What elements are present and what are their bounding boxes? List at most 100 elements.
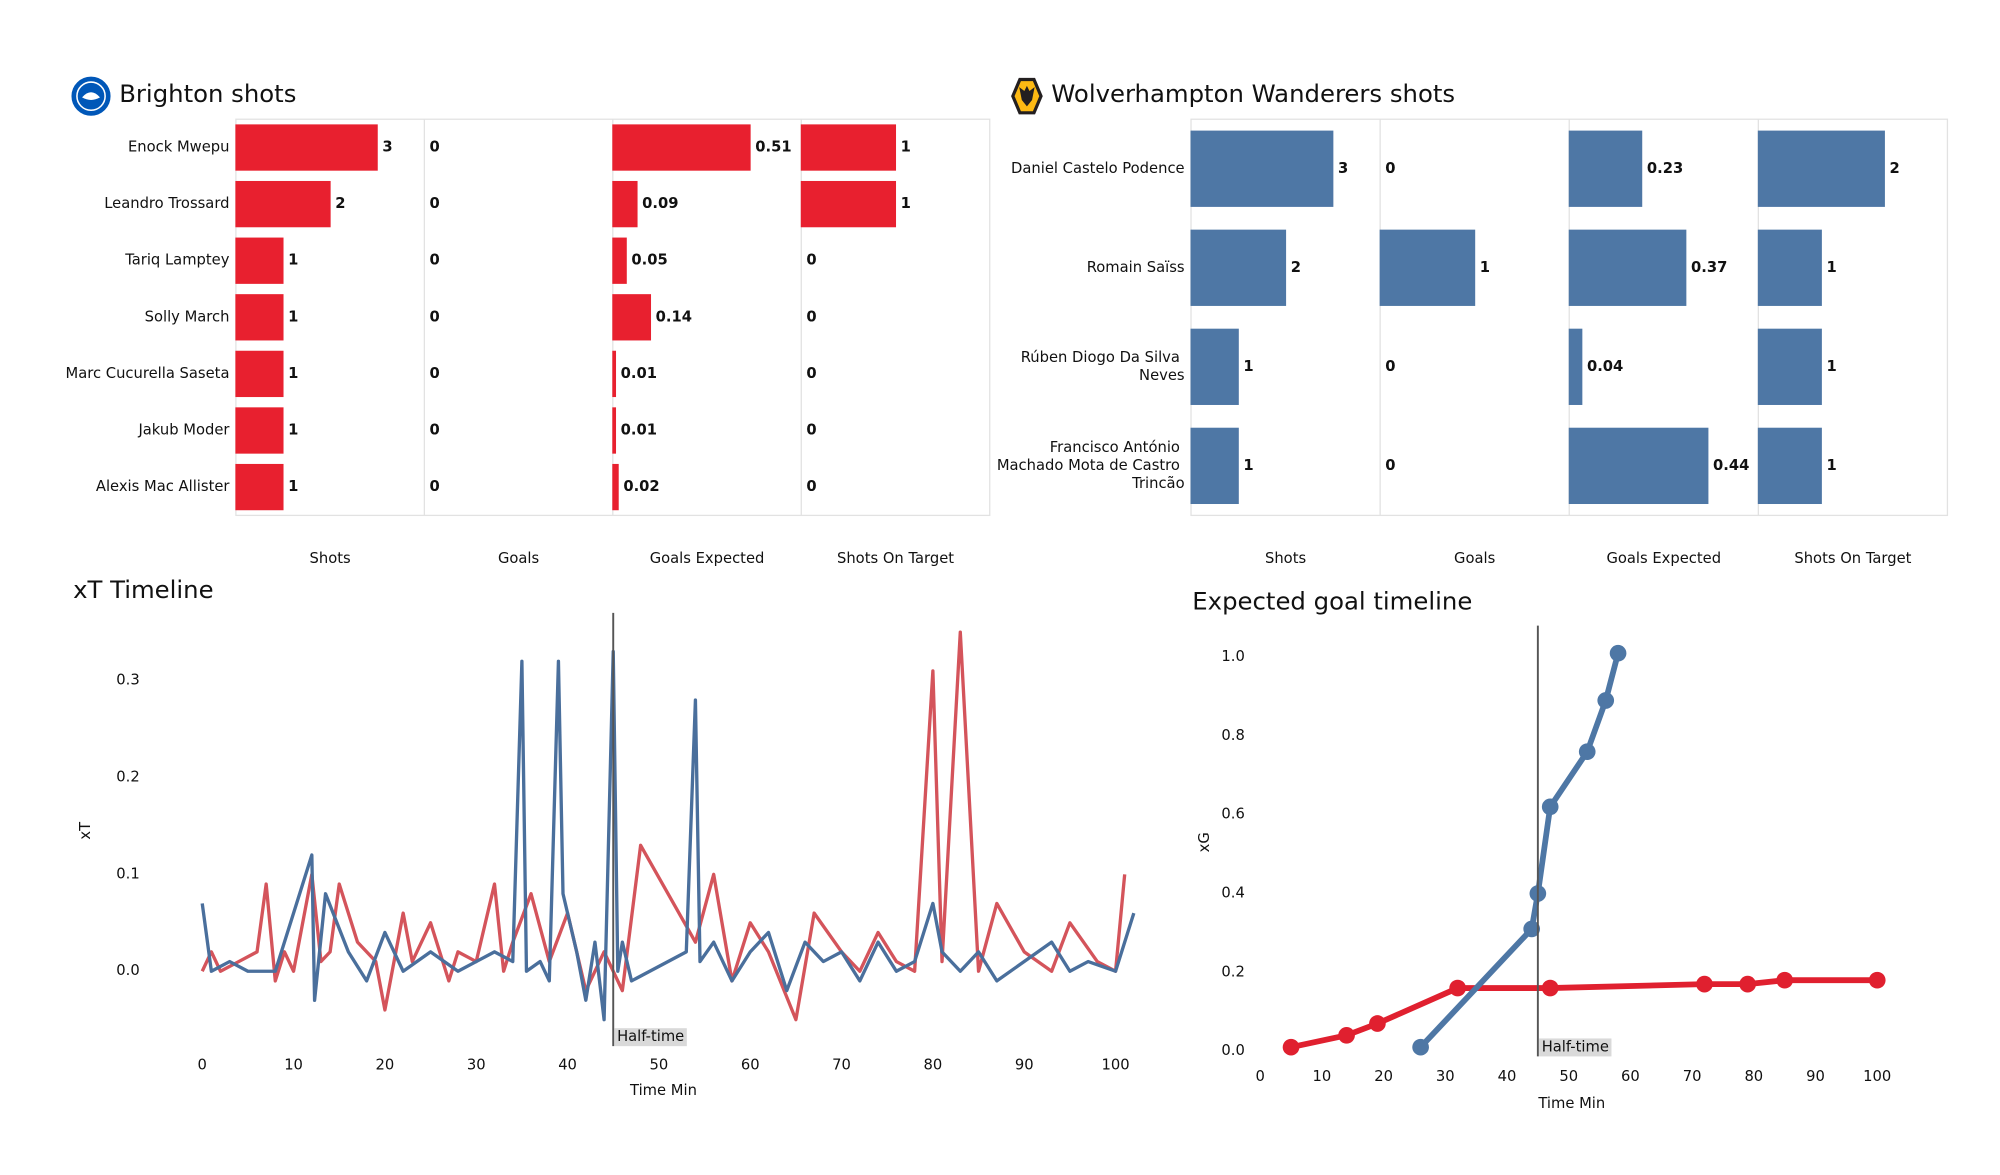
y-axis-label: xT	[77, 821, 94, 840]
player-name: Leandro Trossard	[104, 195, 229, 212]
bar	[1757, 229, 1822, 306]
series-line	[1290, 977, 1878, 1050]
wolves-logo	[1011, 77, 1043, 115]
player-name: Jakub Moder	[137, 421, 230, 438]
bar	[612, 180, 638, 228]
x-tick-label: 50	[1559, 1068, 1578, 1085]
name-line: Francisco António	[1050, 439, 1185, 456]
y-tick-label: 0.4	[1221, 885, 1244, 902]
series-marker	[1776, 971, 1794, 989]
y-tick-label: 0.8	[1221, 727, 1244, 744]
bar-value-label: 0.04	[1587, 358, 1623, 375]
bar-value-label: 0.44	[1713, 457, 1749, 474]
bar	[1757, 328, 1822, 405]
bar	[1190, 427, 1239, 505]
bar-value-label: 1	[1243, 457, 1253, 474]
bar	[1568, 328, 1583, 405]
bar-value-label: 2	[1291, 259, 1301, 276]
series-marker	[1449, 979, 1466, 997]
bar-value-label: 0.02	[623, 478, 659, 495]
bar	[1568, 229, 1687, 306]
x-tick-label: 50	[650, 1056, 669, 1073]
y-tick-label: 0.6	[1221, 806, 1244, 823]
x-tick-label: 20	[1374, 1068, 1393, 1085]
player-name: Solly March	[145, 308, 230, 325]
series-marker	[1696, 975, 1713, 993]
bar-value-label: 0	[429, 139, 439, 156]
bar-value-label: 0	[429, 195, 439, 212]
x-tick-label: 30	[1436, 1068, 1455, 1085]
bar-value-label: 3	[1338, 160, 1348, 177]
x-tick-label: 30	[467, 1056, 486, 1073]
bar-value-label: 0.37	[1691, 259, 1727, 276]
series-marker	[1578, 743, 1596, 761]
x-tick-label: 90	[1806, 1068, 1825, 1085]
bar	[235, 350, 284, 398]
x-tick-label: 10	[284, 1056, 303, 1073]
bar-value-label: 1	[288, 365, 298, 382]
bar-value-label: 0	[806, 365, 816, 382]
column-label: Shots On Target	[1794, 550, 1911, 567]
x-tick-label: 0	[1255, 1068, 1264, 1085]
bar-value-label: 0	[429, 308, 439, 325]
series-marker	[1369, 1015, 1386, 1032]
player-name: Francisco António Machado Mota de Castro…	[997, 439, 1185, 492]
x-tick-label: 40	[1498, 1068, 1517, 1085]
y-tick-label: 0.0	[1221, 1042, 1244, 1059]
y-axis-label: xG	[1196, 832, 1213, 852]
bar	[235, 237, 284, 284]
series-marker	[1541, 979, 1559, 997]
bar-value-label: 1	[1826, 259, 1836, 276]
x-tick-label: 100	[1863, 1068, 1891, 1085]
player-name: Romain Saïss	[1087, 259, 1185, 276]
bar-value-label: 1	[1826, 358, 1836, 375]
x-tick-label: 0	[198, 1056, 207, 1073]
series-marker	[1609, 644, 1627, 662]
chart-title: Wolverhampton Wanderers shots	[1051, 79, 1455, 108]
bar	[800, 180, 897, 228]
player-name: Rúben Diogo Da Silva Neves	[1021, 349, 1185, 384]
bar-value-label: 0.01	[621, 421, 657, 438]
column-label: Shots	[310, 550, 351, 567]
bar-value-label: 0.51	[755, 139, 791, 156]
bar	[612, 350, 617, 398]
x-tick-label: 100	[1101, 1056, 1129, 1073]
bar	[612, 294, 652, 341]
column-label: Goals Expected	[1606, 550, 1721, 567]
annotation-label: Half-time	[617, 1028, 684, 1045]
bar-value-label: 0	[806, 421, 816, 438]
column-label: Goals Expected	[650, 550, 765, 567]
series-marker	[1338, 1027, 1355, 1044]
x-tick-label: 20	[376, 1056, 395, 1073]
bar-value-label: 1	[1243, 358, 1253, 375]
bar-value-label: 2	[1890, 160, 1900, 177]
bar-value-label: 0	[429, 252, 439, 269]
y-tick-label: 0.0	[116, 962, 139, 979]
name-line: Trincão	[1131, 475, 1184, 492]
series-marker	[1541, 798, 1559, 816]
name-line: Machado Mota de Castro	[997, 457, 1185, 474]
x-tick-label: 80	[924, 1056, 943, 1073]
bar	[1190, 328, 1239, 405]
bar-value-label: 0.14	[656, 308, 692, 325]
bar-value-label: 1	[288, 478, 298, 495]
player-name: Tariq Lamptey	[124, 252, 230, 269]
bar-value-label: 0.01	[621, 365, 657, 382]
bar-value-label: 0	[806, 252, 816, 269]
bar-value-label: 0	[806, 308, 816, 325]
bar-value-label: 1	[288, 308, 298, 325]
bar	[235, 463, 284, 511]
bar	[800, 124, 897, 171]
player-name: Daniel Castelo Podence	[1011, 160, 1185, 177]
bar-value-label: 1	[1826, 457, 1836, 474]
y-tick-label: 0.3	[116, 672, 139, 689]
x-axis-label: Time Min	[629, 1082, 697, 1099]
chart-title: xT Timeline	[73, 575, 214, 604]
series-marker	[1739, 975, 1756, 993]
bar-value-label: 2	[335, 195, 345, 212]
brighton-logo	[69, 74, 113, 118]
bar	[1568, 130, 1643, 207]
bar-value-label: 3	[382, 139, 392, 156]
